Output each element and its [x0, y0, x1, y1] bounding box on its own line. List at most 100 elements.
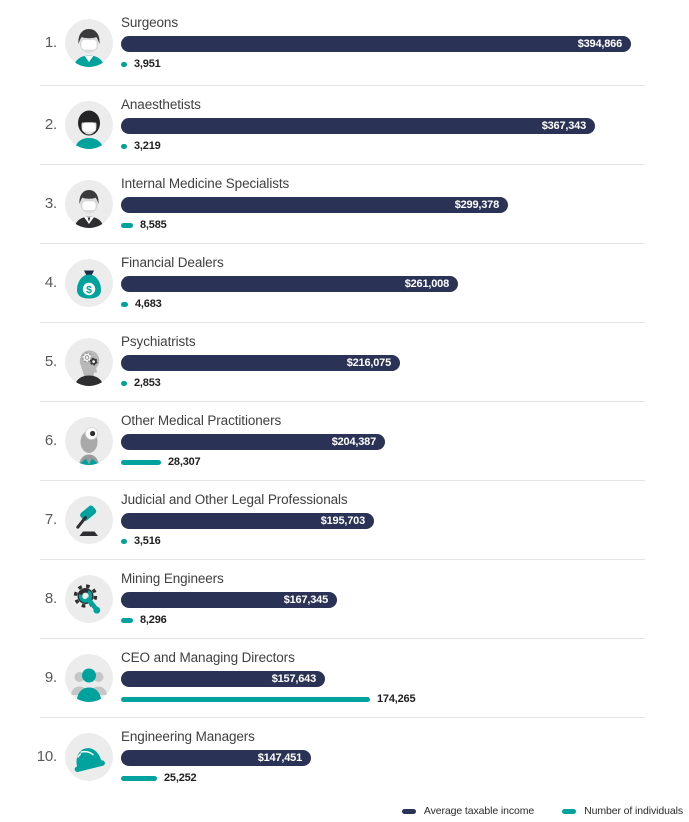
count-bar — [121, 696, 370, 702]
profession-title: Other Medical Practitioners — [121, 413, 282, 428]
profession-row: 4. $ Financial Dealers $261,008 4,683 — [0, 243, 689, 322]
count-row: 4,683 — [121, 298, 689, 310]
rank-label: 8. — [44, 590, 57, 607]
profession-title: Internal Medicine Specialists — [121, 176, 290, 191]
count-bar — [121, 143, 127, 149]
svg-text:$: $ — [86, 283, 92, 295]
income-bar: $299,378 — [121, 197, 508, 213]
count-bar — [121, 222, 133, 228]
income-bar: $367,343 — [121, 118, 595, 134]
count-bar — [121, 538, 127, 544]
profession-row: 7. Judicial and Other Legal Professionals… — [0, 480, 689, 559]
profession-ranking-chart: 1. Surgeons $394,866 3,951 2. Anaesthetists $3… — [0, 0, 689, 796]
row-content: Judicial and Other Legal Professionals $1… — [121, 492, 689, 547]
count-value-label: 174,265 — [377, 693, 416, 705]
count-value-label: 25,252 — [164, 772, 197, 784]
profession-title: CEO and Managing Directors — [121, 650, 295, 665]
gear-wrench-icon — [65, 574, 113, 623]
count-row: 3,951 — [121, 58, 689, 70]
rank-label: 2. — [44, 116, 57, 133]
legend-item-count: Number of individuals — [562, 805, 683, 817]
count-value-label: 3,219 — [134, 140, 161, 152]
legend-label-income: Average taxable income — [423, 805, 535, 817]
profession-row: 2. Anaesthetists $367,343 3,219 — [0, 85, 689, 164]
legend-item-income: Average taxable income — [401, 805, 535, 817]
row-content: CEO and Managing Directors $157,643 174,26… — [121, 650, 689, 705]
psychiatrist-icon — [65, 337, 113, 386]
row-content: Internal Medicine Specialists $299,378 8,5… — [121, 176, 689, 231]
row-content: Other Medical Practitioners $204,387 28,30… — [121, 413, 689, 468]
count-row: 28,307 — [121, 456, 689, 468]
rank-label: 9. — [44, 669, 57, 686]
profession-title: Judicial and Other Legal Professionals — [121, 492, 348, 507]
count-value-label: 3,516 — [134, 535, 161, 547]
profession-title: Anaesthetists — [121, 97, 201, 112]
count-value-label: 8,296 — [140, 614, 167, 626]
profession-title: Financial Dealers — [121, 255, 224, 270]
income-value-label: $394,866 — [577, 38, 622, 50]
income-bar: $261,008 — [121, 276, 458, 292]
count-row: 3,516 — [121, 535, 689, 547]
income-value-label: $299,378 — [454, 199, 499, 211]
rank-label: 6. — [44, 432, 57, 449]
income-value-label: $195,703 — [320, 515, 365, 527]
hard-hat-icon — [65, 732, 113, 781]
ceo-people-icon — [65, 653, 113, 702]
count-bar — [121, 61, 127, 67]
profession-row: 1. Surgeons $394,866 3,951 — [0, 0, 689, 85]
count-value-label: 2,853 — [134, 377, 161, 389]
count-bar — [121, 775, 157, 781]
rank-label: 3. — [44, 195, 57, 212]
income-value-label: $204,387 — [331, 436, 376, 448]
count-value-label: 3,951 — [134, 58, 161, 70]
income-value-label: $216,075 — [346, 357, 391, 369]
rank-label: 4. — [44, 274, 57, 291]
rank-label: 7. — [44, 511, 57, 528]
income-value-label: $167,345 — [283, 594, 328, 606]
count-row: 8,296 — [121, 614, 689, 626]
row-content: Engineering Managers $147,451 25,252 — [121, 729, 689, 784]
income-bar: $147,451 — [121, 750, 311, 766]
surgeon-icon — [65, 18, 113, 67]
head-mirror-doctor-icon — [65, 416, 113, 465]
income-legend-swatch — [401, 808, 416, 814]
money-bag-icon: $ — [65, 258, 113, 307]
income-value-label: $367,343 — [541, 120, 586, 132]
profession-row: 8. Mining Engineers $167,345 8,296 — [0, 559, 689, 638]
income-bar: $216,075 — [121, 355, 400, 371]
income-bar: $204,387 — [121, 434, 385, 450]
income-value-label: $261,008 — [404, 278, 449, 290]
income-value-label: $147,451 — [257, 752, 302, 764]
profession-title: Psychiatrists — [121, 334, 196, 349]
count-bar — [121, 617, 133, 623]
count-bar — [121, 459, 161, 465]
count-value-label: 4,683 — [135, 298, 162, 310]
row-content: Financial Dealers $261,008 4,683 — [121, 255, 689, 310]
count-legend-swatch — [562, 808, 577, 814]
gavel-icon — [65, 495, 113, 544]
row-content: Surgeons $394,866 3,951 — [121, 15, 689, 70]
count-row: 25,252 — [121, 772, 689, 784]
income-bar: $394,866 — [121, 36, 631, 52]
chart-legend: Average taxable income Number of individ… — [0, 796, 689, 817]
income-bar: $157,643 — [121, 671, 325, 687]
count-value-label: 8,585 — [140, 219, 167, 231]
profession-row: 6. Other Medical Practitioners $204,387 28,… — [0, 401, 689, 480]
count-bar — [121, 380, 127, 386]
profession-row: 5. Psychiatrists $216,075 2,853 — [0, 322, 689, 401]
legend-label-count: Number of individuals — [584, 805, 683, 817]
row-content: Anaesthetists $367,343 3,219 — [121, 97, 689, 152]
count-row: 8,585 — [121, 219, 689, 231]
profession-row: 3. Internal Medicine Specialists $299,378 8… — [0, 164, 689, 243]
income-bar: $167,345 — [121, 592, 337, 608]
rank-label: 1. — [44, 34, 57, 51]
count-row: 174,265 — [121, 693, 689, 705]
rank-label: 10. — [36, 748, 57, 765]
profession-title: Surgeons — [121, 15, 178, 30]
anaesthetist-icon — [65, 100, 113, 149]
profession-row: 10. Engineering Managers $147,451 25,252 — [0, 717, 689, 796]
row-content: Mining Engineers $167,345 8,296 — [121, 571, 689, 626]
income-bar: $195,703 — [121, 513, 374, 529]
profession-row: 9. CEO and Managing Directors $157,643 174,… — [0, 638, 689, 717]
count-row: 2,853 — [121, 377, 689, 389]
